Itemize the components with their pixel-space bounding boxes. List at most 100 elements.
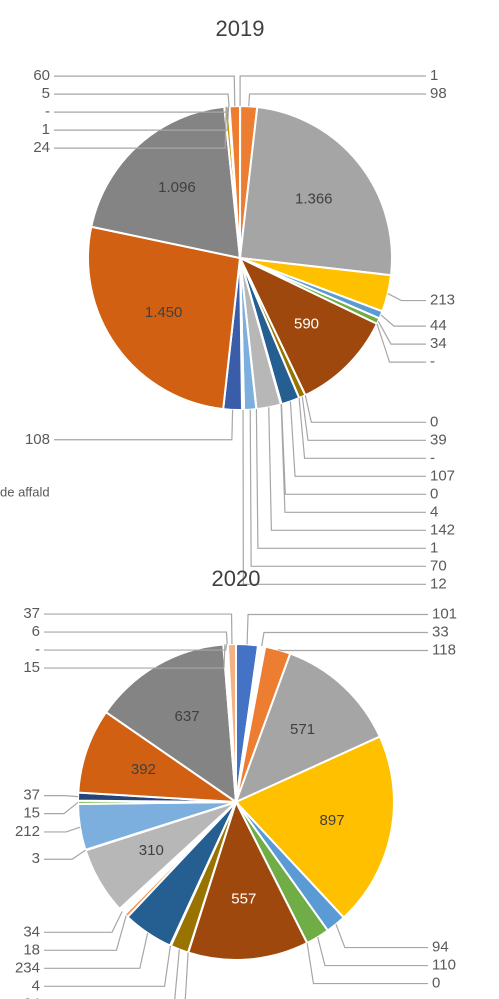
data-label: 5: [42, 85, 50, 102]
data-label: 0: [432, 975, 440, 992]
leader-line: [242, 409, 426, 585]
leader-line: [317, 937, 428, 967]
data-label: 897: [320, 812, 345, 829]
data-label: 33: [432, 623, 449, 640]
leader-line: [184, 952, 189, 999]
leader-line: [377, 320, 426, 345]
data-label: 3: [32, 850, 40, 867]
data-label: 637: [175, 708, 200, 725]
data-label: 12: [430, 575, 447, 592]
leader-line: [174, 949, 180, 999]
data-label: 37: [23, 605, 40, 622]
data-label: 392: [131, 761, 156, 778]
pie-slice: [77, 710, 240, 804]
leader-line: [44, 644, 226, 669]
leader-line: [387, 293, 426, 302]
data-label: 0: [430, 485, 438, 502]
pie-slice: [234, 652, 382, 804]
chart-title: 2020: [212, 566, 261, 591]
data-label: 39: [430, 431, 447, 448]
leader-line: [54, 93, 230, 107]
leader-line: [280, 404, 426, 513]
legend-fragment: de affald: [0, 484, 50, 499]
data-label: 1: [42, 121, 50, 138]
pie-slice: [237, 255, 379, 397]
data-label: -: [430, 449, 435, 466]
leader-line: [54, 106, 227, 149]
leader-line: [301, 396, 426, 441]
leader-line: [246, 613, 428, 645]
data-label: 94: [432, 939, 449, 956]
leader-line: [44, 826, 81, 833]
data-label: 34: [23, 923, 40, 940]
data-label: 4: [430, 503, 438, 520]
data-label: -: [430, 353, 435, 370]
pie-slice: [234, 735, 395, 919]
data-label: 571: [290, 721, 315, 738]
data-label: 15: [23, 805, 40, 822]
leader-line: [306, 942, 428, 985]
leader-line: [54, 409, 234, 441]
leader-line: [44, 794, 79, 798]
data-label: 6: [32, 623, 40, 640]
data-label: 44: [430, 317, 447, 334]
data-label: 24: [33, 139, 50, 156]
data-label: 101: [432, 605, 457, 622]
data-label: 18: [23, 941, 40, 958]
leader-line: [239, 75, 426, 107]
data-label: 84: [23, 995, 40, 999]
leader-line: [277, 649, 428, 652]
data-label: 1.366: [295, 190, 333, 207]
data-label: 15: [23, 659, 40, 676]
leader-line: [298, 397, 426, 459]
pie-slice: [87, 225, 242, 411]
pie-slice: [238, 105, 393, 277]
leader-line: [304, 395, 426, 423]
data-label: 108: [25, 431, 50, 448]
leader-line: [54, 75, 236, 107]
data-label: 0: [430, 413, 438, 430]
leader-line: [44, 911, 123, 933]
leader-line: [249, 409, 426, 567]
data-label: 213: [430, 292, 455, 309]
data-label: 34: [430, 335, 447, 352]
pie-slice: [228, 104, 241, 259]
leader-line: [335, 924, 428, 949]
data-label: 212: [15, 823, 40, 840]
leader-line: [268, 407, 426, 531]
leader-line: [44, 849, 86, 860]
leader-line: [44, 644, 228, 651]
data-label: 118: [432, 641, 456, 658]
leader-line: [376, 323, 426, 363]
data-label: -: [45, 103, 50, 120]
leader-line: [380, 314, 426, 327]
data-label: 142: [430, 521, 455, 538]
leader-line: [44, 801, 79, 815]
leader-line: [255, 409, 426, 549]
data-label: 4: [32, 977, 40, 994]
leader-line: [44, 631, 228, 645]
pie-slice: [90, 105, 242, 260]
leader-line: [248, 93, 426, 107]
data-label: -: [35, 641, 40, 658]
pie-slice: [186, 799, 309, 961]
leader-line: [44, 932, 149, 969]
data-label: 1: [430, 539, 438, 556]
data-label: 557: [231, 891, 256, 908]
data-label: 590: [294, 316, 319, 333]
leader-line: [261, 631, 428, 647]
data-label: 60: [33, 67, 50, 84]
data-label: 110: [432, 957, 456, 974]
pie-slice: [104, 643, 238, 805]
data-label: 70: [430, 557, 447, 574]
data-label: 98: [430, 85, 447, 102]
data-label: 107: [430, 467, 455, 484]
data-label: 234: [15, 959, 40, 976]
leader-line: [289, 401, 426, 477]
chart-title: 2019: [216, 16, 265, 41]
data-label: 1.096: [158, 179, 196, 196]
data-label: 1: [430, 67, 438, 84]
data-label: 310: [139, 842, 164, 859]
data-label: 37: [23, 787, 40, 804]
